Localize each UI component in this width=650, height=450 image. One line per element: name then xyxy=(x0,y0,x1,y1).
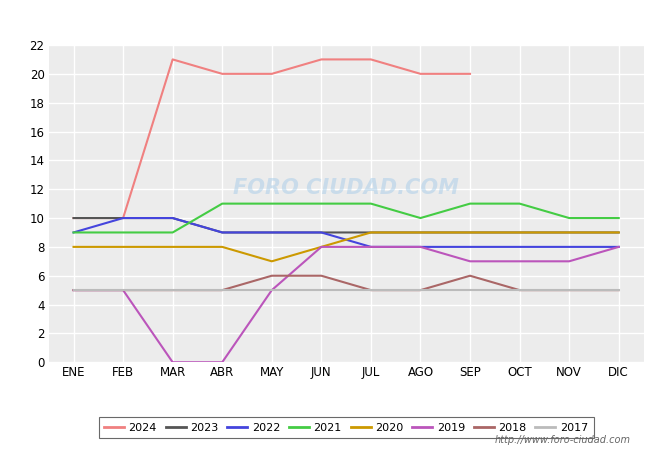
Text: FORO CIUDAD.COM: FORO CIUDAD.COM xyxy=(233,178,459,198)
Text: Afiliados en Carrascosa a 30/9/2024: Afiliados en Carrascosa a 30/9/2024 xyxy=(176,10,474,28)
Text: http://www.foro-ciudad.com: http://www.foro-ciudad.com xyxy=(495,435,630,445)
Legend: 2024, 2023, 2022, 2021, 2020, 2019, 2018, 2017: 2024, 2023, 2022, 2021, 2020, 2019, 2018… xyxy=(99,417,593,438)
